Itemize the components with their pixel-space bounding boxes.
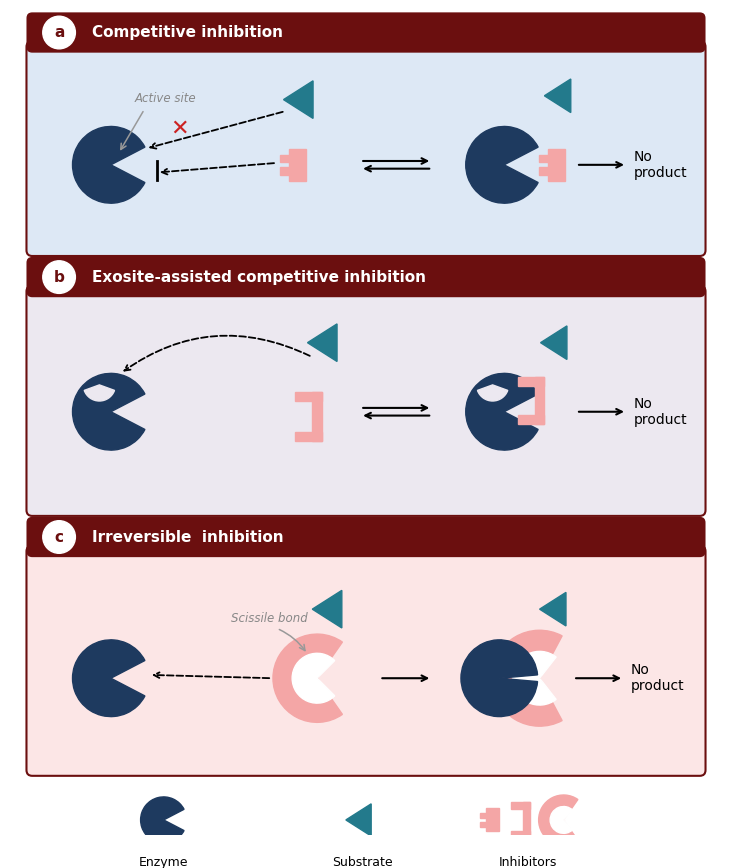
Wedge shape xyxy=(466,127,538,203)
Text: Enzyme: Enzyme xyxy=(139,857,188,868)
Text: Substrate: Substrate xyxy=(332,857,392,868)
Polygon shape xyxy=(283,81,313,118)
Polygon shape xyxy=(295,391,322,401)
Text: Active site: Active site xyxy=(135,92,196,105)
Wedge shape xyxy=(550,806,573,833)
Polygon shape xyxy=(518,415,544,424)
Wedge shape xyxy=(512,651,556,705)
Wedge shape xyxy=(72,373,145,450)
Polygon shape xyxy=(511,802,530,809)
Wedge shape xyxy=(273,635,343,722)
Bar xyxy=(289,149,307,181)
Polygon shape xyxy=(539,592,566,626)
Bar xyxy=(487,808,498,832)
Bar xyxy=(280,168,289,174)
Wedge shape xyxy=(72,640,145,717)
Polygon shape xyxy=(535,377,544,424)
Text: c: c xyxy=(55,529,64,544)
Text: ✕: ✕ xyxy=(171,118,190,138)
Polygon shape xyxy=(313,590,342,628)
Text: No
product: No product xyxy=(631,663,684,694)
Bar xyxy=(280,155,289,162)
Text: Competitive inhibition: Competitive inhibition xyxy=(92,25,283,40)
Wedge shape xyxy=(466,373,538,450)
Text: a: a xyxy=(54,25,64,40)
Text: b: b xyxy=(53,270,64,285)
Polygon shape xyxy=(346,804,371,836)
Wedge shape xyxy=(539,795,578,845)
Wedge shape xyxy=(492,630,562,727)
Wedge shape xyxy=(72,127,145,203)
FancyBboxPatch shape xyxy=(26,546,706,776)
Bar xyxy=(539,155,548,162)
FancyBboxPatch shape xyxy=(26,286,706,516)
Polygon shape xyxy=(545,79,571,113)
Bar xyxy=(479,812,487,818)
FancyBboxPatch shape xyxy=(26,516,706,557)
FancyBboxPatch shape xyxy=(26,41,706,256)
Polygon shape xyxy=(307,324,337,361)
Circle shape xyxy=(42,521,75,553)
Wedge shape xyxy=(461,640,537,717)
Text: Scissile bond: Scissile bond xyxy=(231,613,307,626)
Polygon shape xyxy=(518,377,544,385)
FancyBboxPatch shape xyxy=(26,257,706,297)
Circle shape xyxy=(42,260,75,293)
Text: No
product: No product xyxy=(634,397,687,427)
Wedge shape xyxy=(292,654,335,703)
Text: Exosite-assisted competitive inhibition: Exosite-assisted competitive inhibition xyxy=(92,270,426,285)
Bar xyxy=(548,149,565,181)
Text: Inhibitors: Inhibitors xyxy=(499,857,557,868)
Bar xyxy=(479,822,487,827)
Polygon shape xyxy=(540,326,567,359)
Polygon shape xyxy=(313,391,322,442)
Circle shape xyxy=(42,16,75,49)
Text: Irreversible  inhibition: Irreversible inhibition xyxy=(92,529,283,544)
Bar xyxy=(539,168,548,174)
Text: No
product: No product xyxy=(634,149,687,180)
Polygon shape xyxy=(523,802,530,838)
Polygon shape xyxy=(511,831,530,838)
Wedge shape xyxy=(477,385,508,401)
Wedge shape xyxy=(84,385,114,401)
FancyBboxPatch shape xyxy=(26,12,706,53)
Wedge shape xyxy=(141,797,184,843)
Polygon shape xyxy=(295,432,322,442)
